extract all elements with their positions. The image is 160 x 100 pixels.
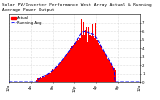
Bar — [111, 64, 112, 82]
Bar — [62, 60, 63, 82]
Bar — [75, 43, 76, 82]
Bar — [42, 76, 43, 82]
Bar — [84, 35, 85, 82]
Bar — [46, 75, 47, 82]
Bar — [71, 46, 72, 82]
Bar — [110, 63, 111, 82]
Bar — [65, 55, 66, 82]
Bar — [72, 46, 73, 82]
Bar — [105, 54, 106, 82]
Bar — [48, 73, 49, 82]
Legend: Actual, Running Avg: Actual, Running Avg — [11, 16, 42, 25]
Bar — [92, 24, 93, 82]
Bar — [50, 72, 51, 82]
Bar — [74, 44, 75, 82]
Bar — [93, 36, 94, 82]
Bar — [60, 61, 61, 82]
Bar — [94, 38, 95, 82]
Bar — [58, 65, 59, 82]
Bar — [53, 70, 54, 82]
Bar — [68, 52, 69, 82]
Bar — [67, 53, 68, 82]
Bar — [39, 78, 40, 82]
Bar — [64, 57, 65, 82]
Bar — [100, 45, 101, 82]
Bar — [98, 43, 99, 82]
Bar — [88, 27, 89, 82]
Bar — [90, 35, 91, 82]
Bar — [61, 61, 62, 82]
Bar — [114, 68, 115, 82]
Bar — [101, 48, 102, 82]
Bar — [40, 77, 41, 82]
Bar — [79, 38, 80, 82]
Bar — [115, 70, 116, 82]
Bar — [78, 40, 79, 82]
Bar — [86, 27, 87, 82]
Bar — [91, 36, 92, 82]
Bar — [52, 69, 53, 82]
Bar — [38, 78, 39, 82]
Bar — [43, 77, 44, 82]
Bar — [63, 59, 64, 82]
Bar — [47, 74, 48, 82]
Text: Solar PV/Inverter Performance West Array Actual & Running Average Power Output: Solar PV/Inverter Performance West Array… — [2, 3, 151, 12]
Bar — [96, 40, 97, 82]
Bar — [41, 78, 42, 82]
Bar — [106, 56, 107, 82]
Bar — [66, 54, 67, 82]
Bar — [77, 39, 78, 82]
Bar — [104, 52, 105, 82]
Bar — [70, 48, 71, 82]
Bar — [51, 71, 52, 82]
Bar — [57, 66, 58, 82]
Bar — [73, 45, 74, 82]
Bar — [49, 73, 50, 82]
Bar — [56, 67, 57, 82]
Bar — [82, 35, 83, 82]
Bar — [81, 19, 82, 82]
Bar — [59, 64, 60, 82]
Bar — [102, 50, 103, 82]
Bar — [36, 80, 37, 82]
Bar — [87, 42, 88, 82]
Bar — [112, 66, 113, 82]
Bar — [76, 41, 77, 82]
Bar — [99, 44, 100, 82]
Bar — [108, 60, 109, 82]
Bar — [69, 51, 70, 82]
Bar — [37, 78, 38, 82]
Bar — [109, 60, 110, 82]
Bar — [97, 40, 98, 82]
Bar — [54, 69, 55, 82]
Bar — [113, 68, 114, 82]
Bar — [89, 35, 90, 82]
Bar — [103, 51, 104, 82]
Bar — [44, 77, 45, 82]
Bar — [80, 24, 81, 82]
Bar — [107, 58, 108, 82]
Bar — [95, 23, 96, 82]
Bar — [55, 68, 56, 82]
Bar — [83, 22, 84, 82]
Bar — [45, 75, 46, 82]
Bar — [85, 30, 86, 82]
